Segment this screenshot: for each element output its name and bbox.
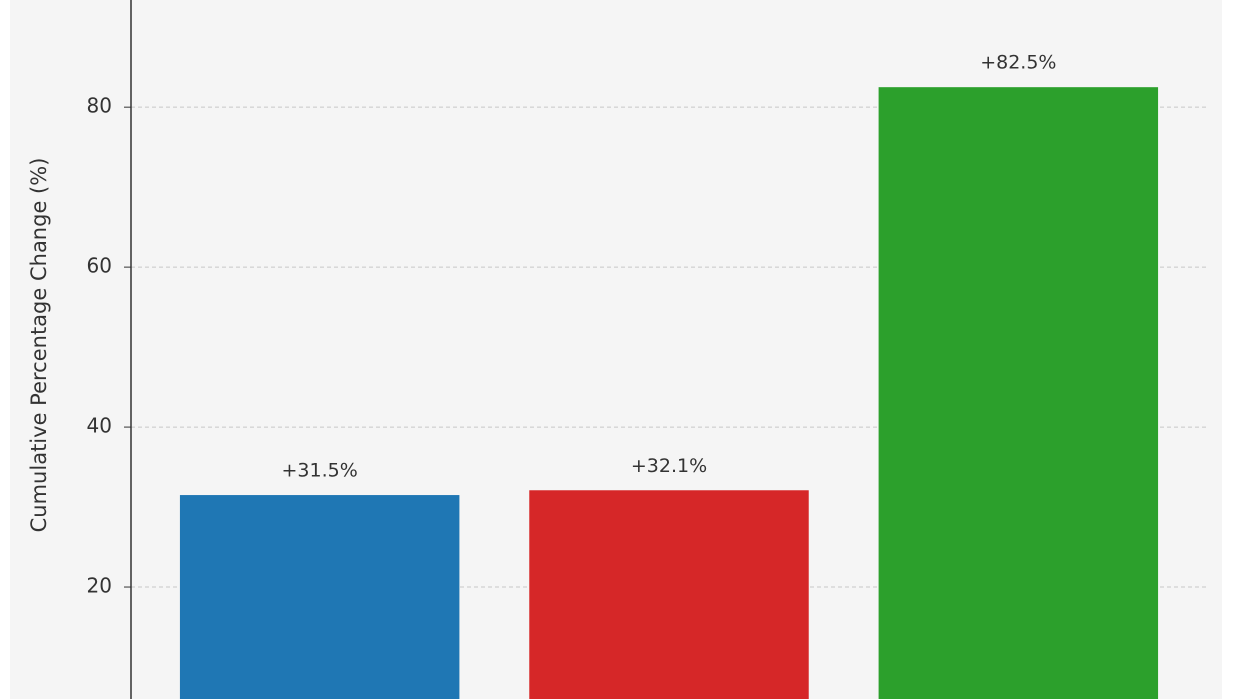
y-tick-label: 40 xyxy=(87,414,112,438)
value-label: +32.1% xyxy=(631,455,707,477)
y-tick-label: 20 xyxy=(87,574,112,598)
value-label: +82.5% xyxy=(980,52,1056,74)
y-tick-label: 60 xyxy=(87,254,112,278)
bar xyxy=(878,87,1159,699)
y-tick-label: 80 xyxy=(87,94,112,118)
bar xyxy=(179,495,460,699)
y-axis-label: Cumulative Percentage Change (%) xyxy=(27,158,51,533)
bar xyxy=(529,490,809,699)
value-label: +31.5% xyxy=(282,460,358,482)
